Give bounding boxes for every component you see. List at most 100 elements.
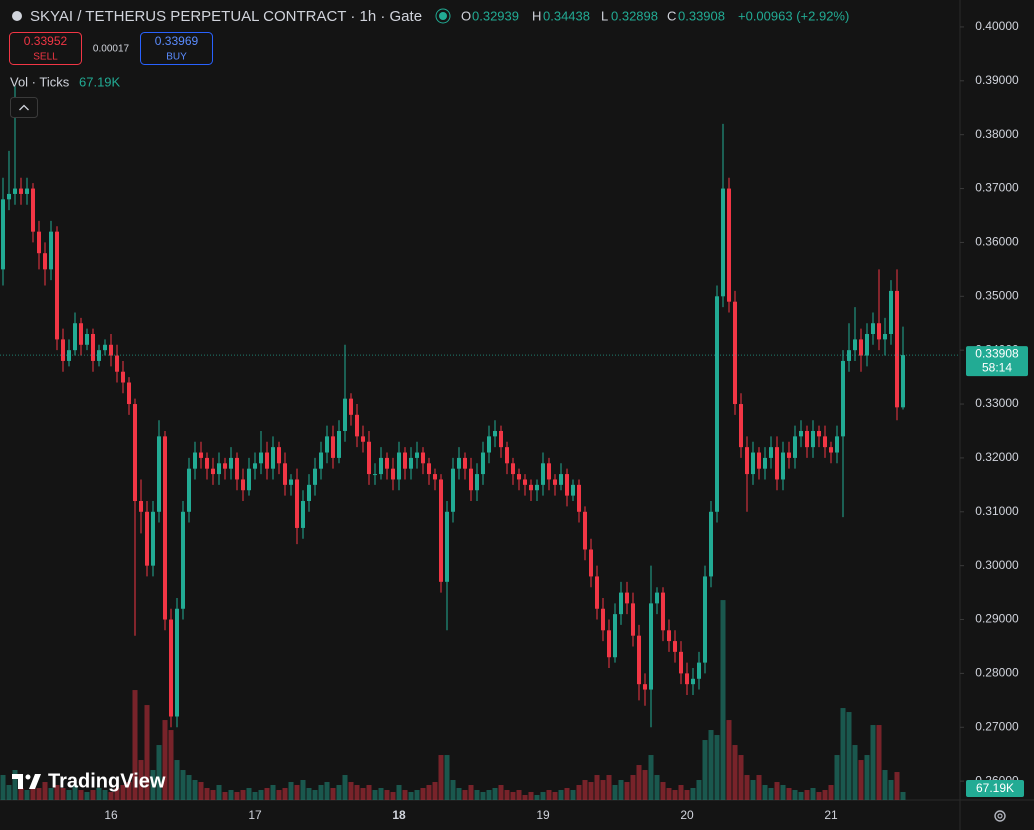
volume-bar (492, 788, 498, 800)
candle-body (433, 474, 437, 480)
candle-body (829, 447, 833, 453)
candle-body (547, 463, 551, 480)
candle-body (745, 447, 749, 475)
volume-bar (12, 770, 18, 800)
candle-body (325, 436, 329, 453)
settings-icon[interactable] (994, 810, 1006, 822)
volume-bar (96, 788, 102, 800)
candle-body (169, 619, 173, 717)
ohlc-value: 0.32898 (611, 8, 658, 23)
volume-bar (168, 730, 174, 800)
volume-bar (720, 600, 726, 800)
candle-body (157, 436, 161, 512)
candle-body (421, 452, 425, 464)
settings-icon-core[interactable] (997, 813, 1003, 819)
volume-bar (708, 730, 714, 800)
candle-body (379, 457, 383, 475)
candle-body (265, 452, 269, 469)
candle-body (553, 479, 557, 485)
volume-bar (546, 790, 552, 800)
volume-bar (714, 735, 720, 800)
candle-body (73, 323, 77, 351)
volume-bar (342, 775, 348, 800)
candle-body (415, 452, 419, 458)
volume-bar (540, 792, 546, 800)
candle-body (91, 334, 95, 361)
volume-bar (660, 782, 666, 800)
candle-body (583, 511, 587, 550)
candle-body (223, 463, 227, 469)
candle-body (769, 447, 773, 458)
candle-body (523, 479, 527, 485)
volume-bar (780, 785, 786, 800)
status-ring (435, 8, 451, 24)
sell-label[interactable]: SELL (33, 52, 58, 63)
y-tick-label: 0.31000 (975, 504, 1019, 518)
buy-label[interactable]: BUY (166, 52, 187, 63)
y-tick-label: 0.38000 (975, 127, 1019, 141)
candle-body (727, 188, 731, 302)
candle-body (631, 603, 635, 636)
candle-body (121, 371, 125, 383)
volume-bar (846, 712, 852, 800)
volume-bar (858, 760, 864, 800)
candle-body (409, 457, 413, 469)
volume-bar (870, 725, 876, 800)
volume-bar (192, 780, 198, 800)
volume-bar (864, 755, 870, 800)
candle-body (295, 479, 299, 528)
candle-body (487, 436, 491, 453)
candle-body (103, 344, 107, 351)
buy-box[interactable] (140, 32, 213, 65)
volume-bar (642, 770, 648, 800)
sell-button[interactable]: 0.33952 SELL (9, 32, 82, 65)
candle-body (679, 651, 683, 674)
buy-button[interactable]: 0.33969 BUY (140, 32, 213, 65)
volume-bar (624, 782, 630, 800)
candle-body (277, 447, 281, 464)
volume-bar (210, 790, 216, 800)
collapse-icon[interactable] (19, 104, 29, 111)
candle-body (139, 501, 143, 512)
volume-bar (756, 775, 762, 800)
volume-bar (126, 782, 132, 800)
y-tick-label: 0.28000 (975, 666, 1019, 680)
ohlc-key: C (667, 8, 676, 23)
volume-bar (798, 792, 804, 800)
collapse-button[interactable] (10, 97, 38, 118)
volume-bar (48, 788, 54, 800)
volume-bar (516, 790, 522, 800)
x-tick-label: 17 (248, 808, 262, 822)
volume-bar (552, 792, 558, 800)
candle-body (853, 339, 857, 351)
volume-bar (36, 788, 42, 800)
logo-dot (25, 774, 31, 780)
volume-bar (60, 788, 66, 800)
volume-bar (726, 720, 732, 800)
x-tick-label: 20 (680, 808, 694, 822)
candle-body (529, 484, 533, 491)
settings-button[interactable] (994, 810, 1006, 822)
candle-body (307, 484, 311, 502)
candle-body (661, 592, 665, 631)
buy-price[interactable]: 0.33969 (155, 34, 199, 48)
candle-layer (1, 86, 905, 728)
sell-box[interactable] (9, 32, 82, 65)
volume-bar (558, 790, 564, 800)
volume-bar (744, 775, 750, 800)
candle-body (865, 334, 869, 356)
candle-body (895, 290, 899, 408)
volume-bar (456, 788, 462, 800)
volume-bar (0, 775, 6, 800)
volume-bar (408, 792, 414, 800)
candle-body (559, 474, 563, 485)
candle-body (811, 430, 815, 448)
candle-body (211, 468, 215, 475)
volume-bar (600, 780, 606, 800)
candle-body (403, 452, 407, 469)
sell-price[interactable]: 0.33952 (24, 34, 68, 48)
collapse-box[interactable] (10, 97, 38, 118)
volume-bar (570, 790, 576, 800)
